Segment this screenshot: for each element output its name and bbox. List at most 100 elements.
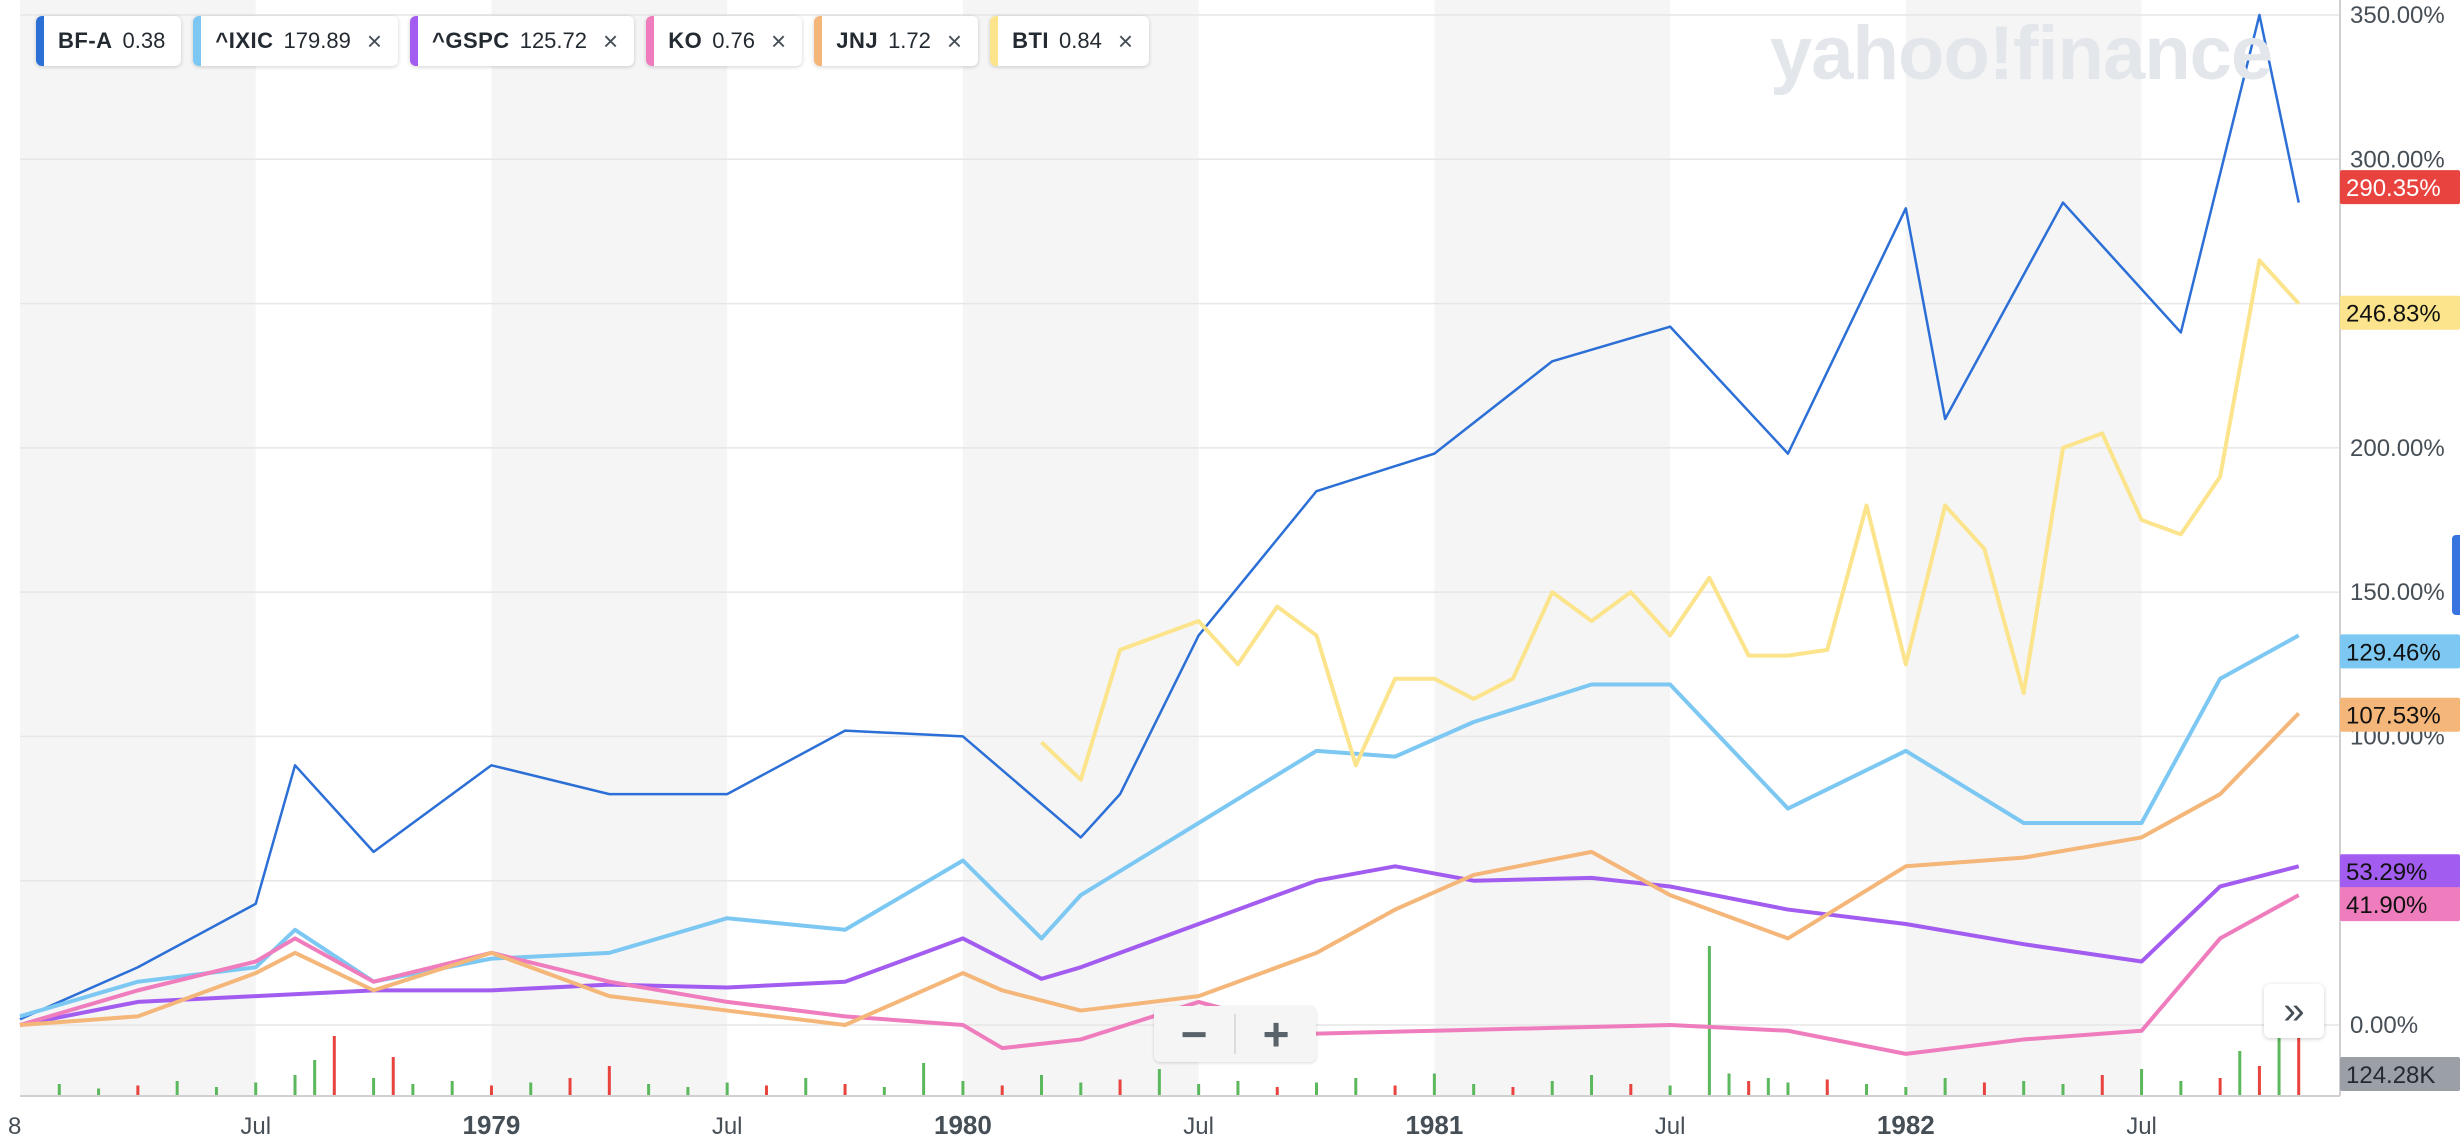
- volume-bar: [2277, 1036, 2281, 1096]
- legend-value: 179.89: [283, 28, 351, 53]
- side-panel-tab[interactable]: [2452, 535, 2460, 615]
- x-tick-label: 1980: [934, 1110, 992, 1140]
- volume-bar: [2238, 1051, 2242, 1096]
- end-label-gspc: 53.29%: [2346, 859, 2427, 886]
- volume-bars: [57, 946, 2301, 1096]
- volume-bar: [1786, 1082, 1790, 1096]
- x-tick-label: 1981: [1405, 1110, 1463, 1140]
- volume-bar: [254, 1082, 258, 1096]
- series-line-jnj: [19, 711, 2301, 1027]
- end-label-box: [2340, 854, 2460, 889]
- volume-bar: [1039, 1075, 1043, 1096]
- legend-symbol: ^GSPC: [432, 28, 510, 53]
- volume-bar: [568, 1078, 572, 1096]
- y-tick-label: 300.00%: [2350, 146, 2445, 173]
- expand-chevron-icon[interactable]: »: [2264, 984, 2324, 1038]
- volume-bar: [489, 1085, 493, 1096]
- volume-bar: [961, 1081, 965, 1096]
- volume-bar: [764, 1085, 768, 1096]
- volume-bar: [843, 1084, 847, 1096]
- yahoo-finance-logo: yahoo!finance: [1770, 11, 2273, 96]
- legend-chip-bfa[interactable]: BF-A 0.38: [36, 16, 182, 66]
- volume-bar: [882, 1087, 886, 1096]
- x-axis-labels: 8 Jul 1979 Jul 1980 Jul 1981 Jul 1982 Jul: [8, 1110, 2157, 1140]
- volume-bar: [1511, 1087, 1515, 1096]
- series-line-bti: [1040, 258, 2301, 782]
- volume-bar: [2100, 1075, 2104, 1096]
- series-line-ko: [19, 893, 2300, 1056]
- legend-symbol: JNJ: [836, 28, 879, 53]
- legend-symbol: KO: [668, 28, 703, 53]
- legend-value: 0.38: [122, 28, 166, 53]
- legend-color-swatch: [990, 16, 999, 66]
- volume-label-box: [2340, 1057, 2460, 1091]
- volume-bar: [1393, 1085, 1397, 1096]
- volume-bar: [1236, 1081, 1240, 1096]
- series-end-labels: 290.35% 129.46% 53.29% 41.90% 107.53% 246.83%…: [2340, 170, 2460, 1091]
- volume-bar: [1668, 1085, 1672, 1096]
- end-label-bti: 246.83%: [2346, 301, 2441, 328]
- legend-chip-bti[interactable]: BTI 0.84 ×: [990, 16, 1150, 66]
- legend-color-swatch: [193, 16, 202, 66]
- y-axis-labels: 0.00%100.00%150.00%200.00%300.00%350.00%: [2350, 2, 2445, 1039]
- volume-bar: [372, 1078, 376, 1096]
- volume-bar: [1982, 1082, 1986, 1096]
- volume-bar: [57, 1084, 61, 1096]
- legend-value: 125.72: [519, 28, 587, 53]
- volume-bar: [97, 1088, 101, 1096]
- volume-bar: [647, 1084, 651, 1096]
- legend-value: 1.72: [888, 28, 931, 53]
- volume-bar: [313, 1060, 317, 1096]
- close-icon[interactable]: ×: [771, 26, 787, 56]
- volume-bar: [922, 1063, 926, 1096]
- close-icon[interactable]: ×: [366, 26, 382, 56]
- volume-bar: [2022, 1081, 2026, 1096]
- background-band: [1434, 0, 1671, 1096]
- volume-bar: [1354, 1078, 1358, 1096]
- zoom-in-button[interactable]: +: [1262, 1008, 1290, 1060]
- volume-bar: [175, 1081, 179, 1096]
- x-tick-label: Jul: [1183, 1113, 1214, 1140]
- volume-bar: [2179, 1081, 2183, 1096]
- volume-bar: [1865, 1084, 1869, 1096]
- volume-bar: [1727, 1073, 1731, 1096]
- background-band: [491, 0, 728, 1096]
- volume-bar: [1432, 1073, 1436, 1096]
- legend-chip-jnj[interactable]: JNJ 1.72 ×: [814, 16, 979, 66]
- volume-bar: [1275, 1087, 1279, 1096]
- end-label-box: [2340, 170, 2460, 205]
- legend: BF-A 0.38 ^IXIC 179.89 × ^GSPC 125.72 × KO 0.76 × J…: [36, 16, 1150, 66]
- volume-bar: [2140, 1069, 2144, 1096]
- volume-bar: [332, 1036, 336, 1096]
- end-label-ixic: 129.46%: [2346, 639, 2441, 666]
- volume-bar: [1079, 1082, 1083, 1096]
- legend-chip-ixic[interactable]: ^IXIC 179.89 ×: [193, 16, 398, 66]
- series-line-bfa: [19, 13, 2300, 1021]
- series-line-gspc: [19, 864, 2300, 1027]
- volume-bar: [1000, 1085, 1004, 1096]
- legend-value: 0.84: [1059, 28, 1102, 53]
- volume-bar: [1825, 1079, 1829, 1096]
- legend-chip-ko[interactable]: KO 0.76 ×: [646, 16, 803, 66]
- grid-lines: [20, 14, 2340, 1026]
- zoom-out-button[interactable]: −: [1180, 1008, 1208, 1060]
- legend-symbol: ^IXIC: [215, 28, 274, 53]
- end-label-box: [2340, 887, 2460, 922]
- legend-color-swatch: [410, 16, 418, 66]
- volume-bar: [2297, 1033, 2301, 1096]
- end-label-ko: 41.90%: [2346, 892, 2427, 919]
- x-tick-label: Jul: [712, 1113, 743, 1140]
- close-icon[interactable]: ×: [603, 26, 619, 56]
- volume-bar: [293, 1075, 297, 1096]
- end-label-jnj: 107.53%: [2346, 703, 2441, 730]
- close-icon[interactable]: ×: [946, 26, 963, 56]
- x-tick-label: Jul: [1655, 1113, 1686, 1140]
- volume-bar: [1315, 1082, 1319, 1096]
- volume-bar: [411, 1084, 415, 1096]
- volume-bar: [2061, 1084, 2065, 1096]
- close-icon[interactable]: ×: [1117, 26, 1134, 56]
- volume-bar: [529, 1082, 533, 1096]
- legend-chip-gspc[interactable]: ^GSPC 125.72 ×: [410, 16, 635, 66]
- legend-color-swatch: [36, 16, 44, 66]
